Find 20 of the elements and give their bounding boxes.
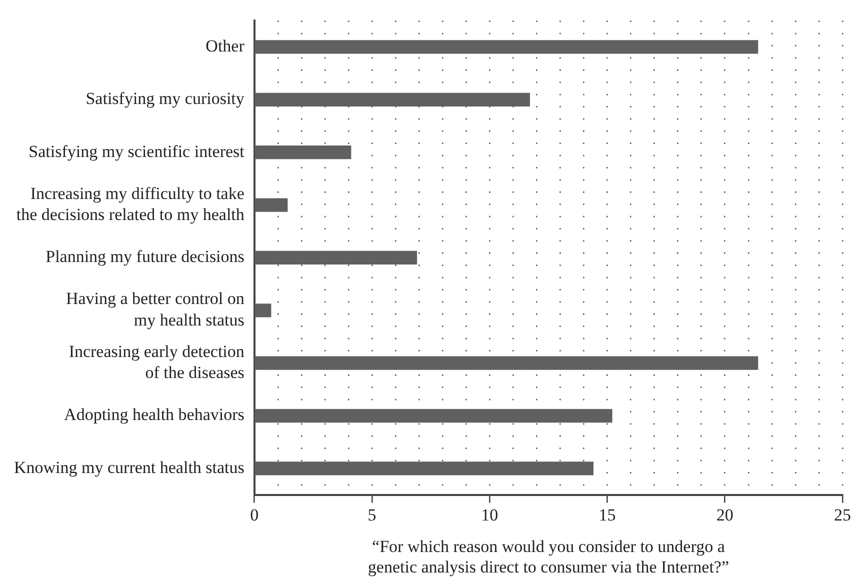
bar xyxy=(254,304,272,318)
x-tick-label: 10 xyxy=(481,505,498,524)
x-tick-label: 25 xyxy=(834,505,851,524)
x-axis-title: “For which reason would you consider to undergo a genetic analysis direct to consumer via the Internet?” xyxy=(368,536,730,576)
y-tick-label: Having a better control on my health status xyxy=(66,289,245,330)
y-tick-label: Other xyxy=(206,36,245,56)
bar xyxy=(254,198,288,212)
x-tick-label: 20 xyxy=(716,505,734,524)
y-tick-label: Increasing my difficulty to take the decisions related to my health xyxy=(16,184,245,224)
x-tick-label: 5 xyxy=(368,505,376,524)
x-tick-label: 15 xyxy=(598,505,616,524)
x-tick-label: 0 xyxy=(250,505,259,524)
bar xyxy=(254,356,758,370)
y-tick-label: Knowing my current health status xyxy=(14,458,244,477)
y-tick-label: Increasing early detection of the diseases xyxy=(68,342,245,382)
y-tick-label: Planning my future decisions xyxy=(46,247,244,266)
y-tick-label: Satisfying my curiosity xyxy=(86,89,245,108)
bar xyxy=(254,40,758,54)
y-tick-label: Adopting health behaviors xyxy=(64,405,244,424)
y-tick-label: Satisfying my scientific interest xyxy=(28,142,245,161)
